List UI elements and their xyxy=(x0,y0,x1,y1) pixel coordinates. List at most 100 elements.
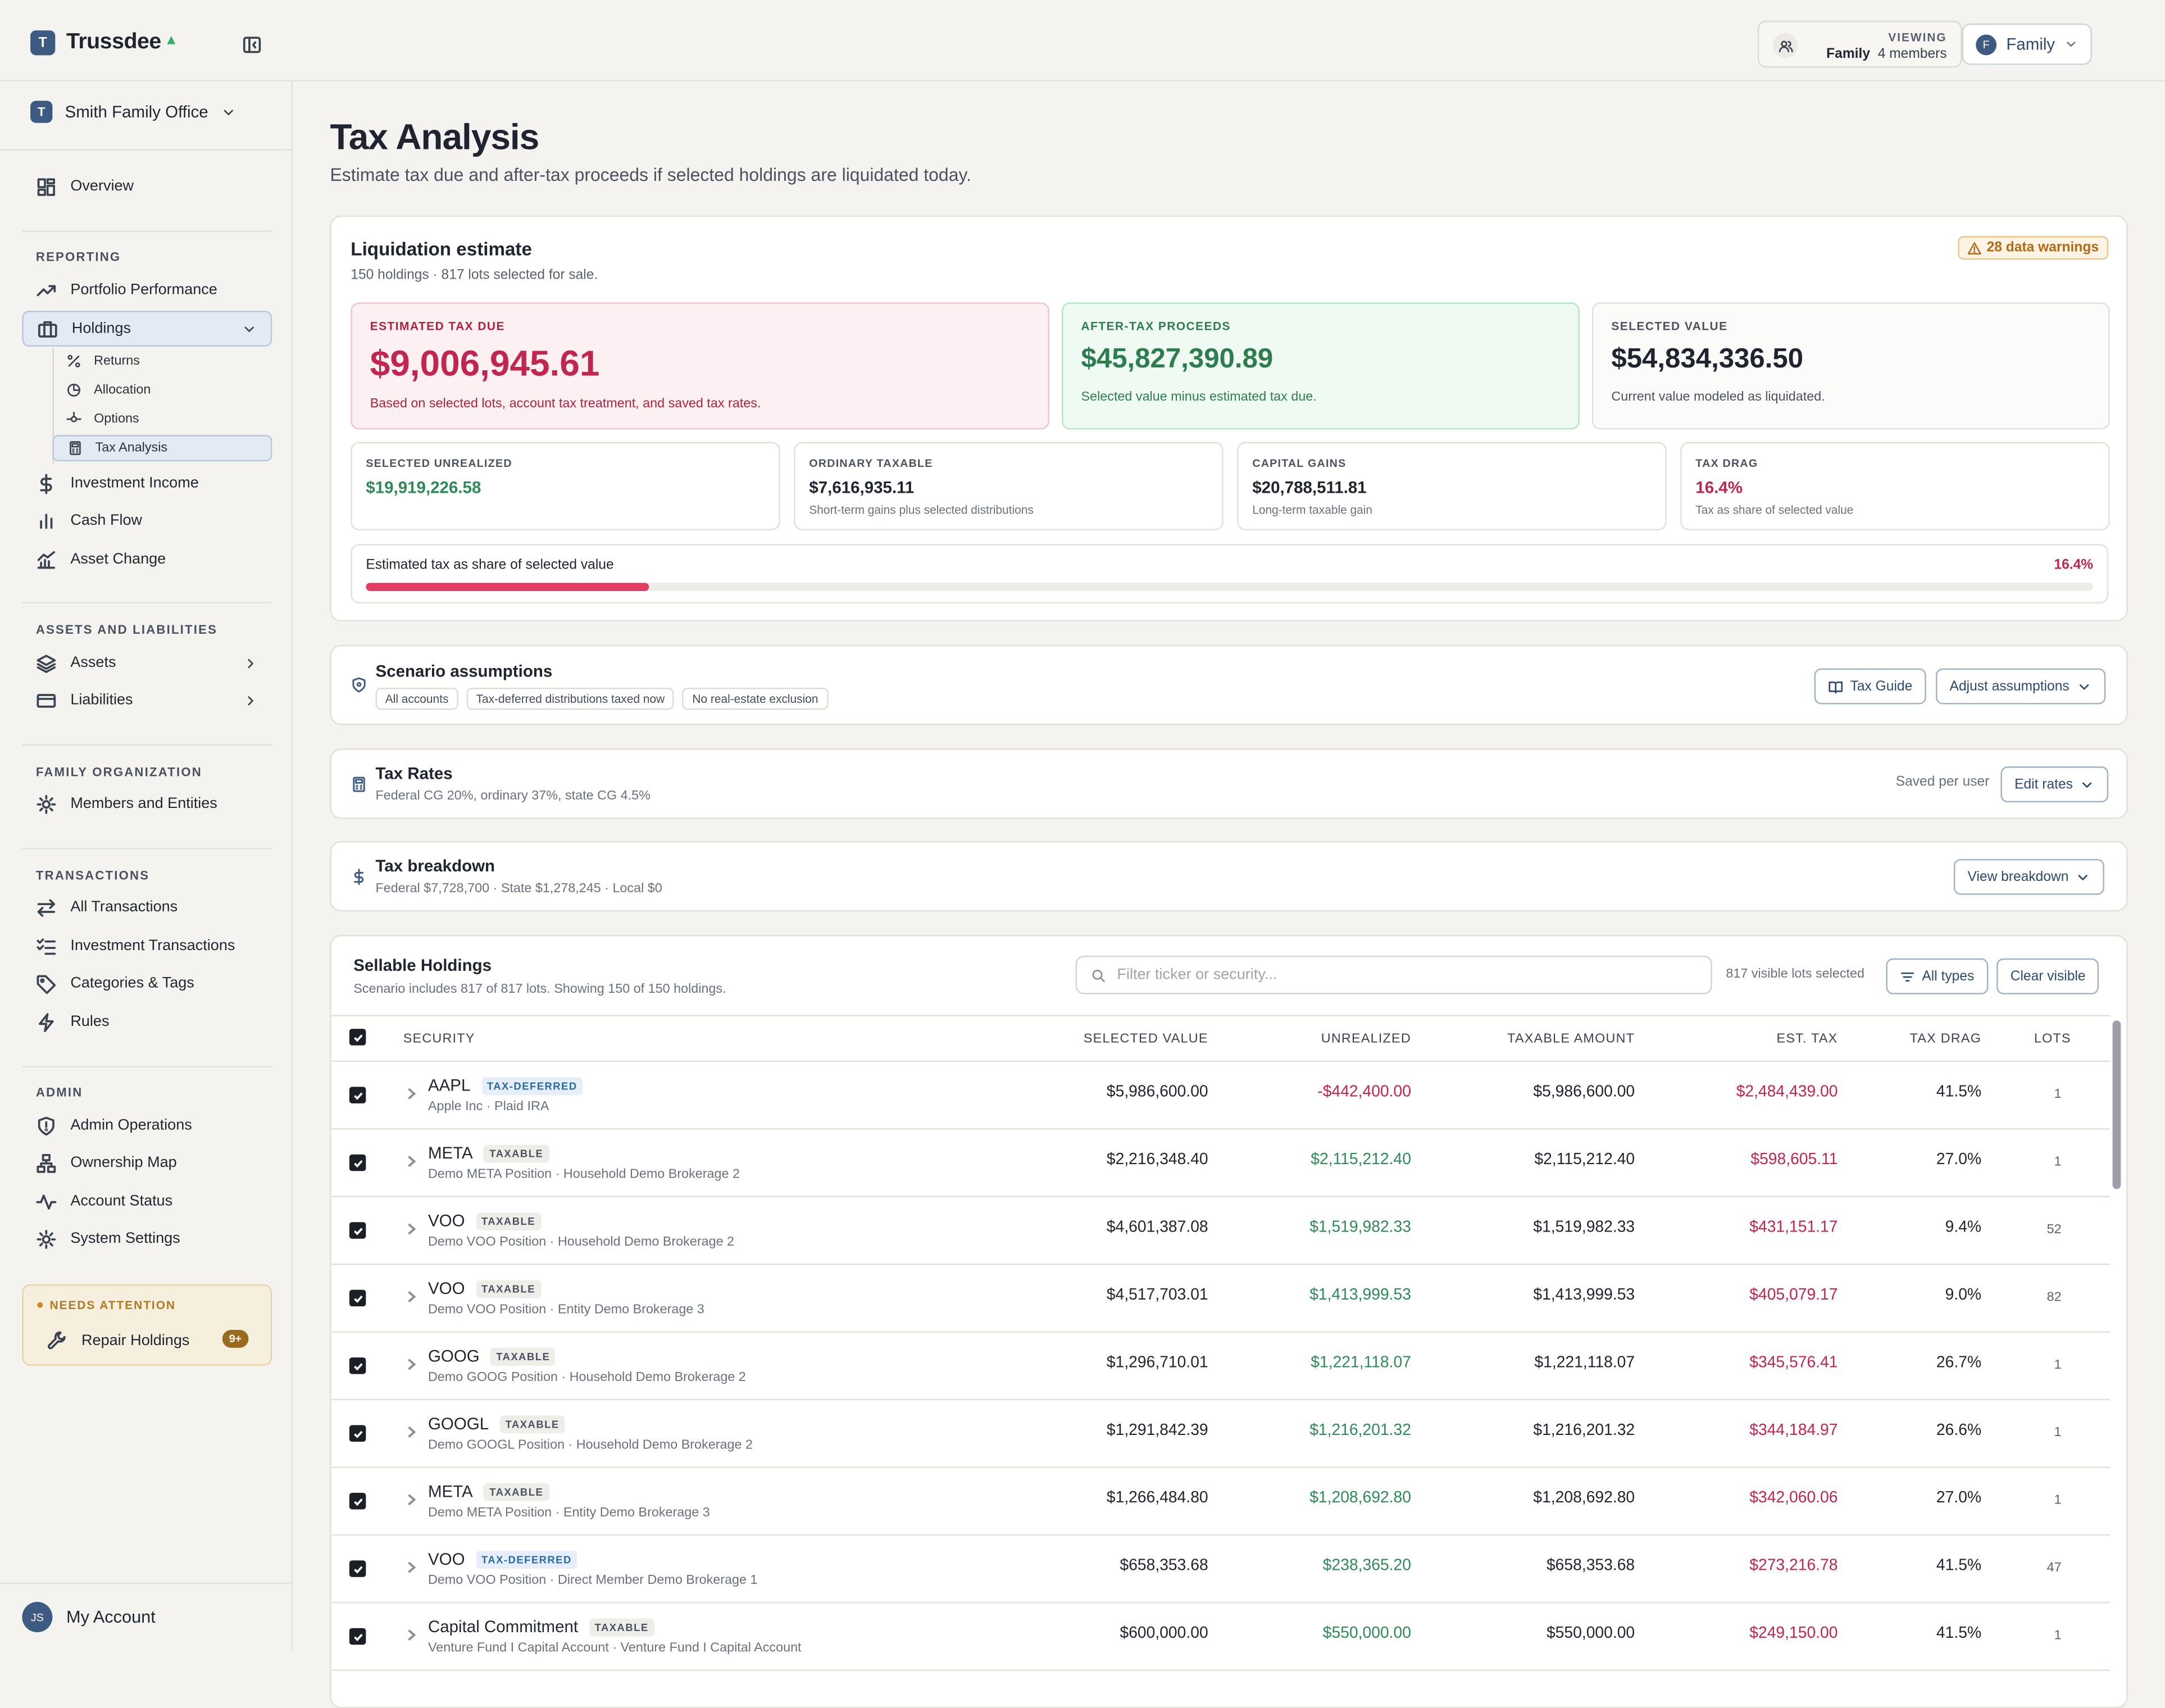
row-checkbox[interactable] xyxy=(349,1560,366,1577)
row-checkbox[interactable] xyxy=(349,1087,366,1103)
nav-all-transactions[interactable]: All Transactions xyxy=(22,889,272,925)
family-selector[interactable]: F Family xyxy=(1962,23,2092,65)
selected-value-cell: $4,601,387.08 xyxy=(1106,1219,1208,1236)
nav-rules[interactable]: Rules xyxy=(22,1004,272,1040)
table-row[interactable]: META TAXABLE Demo META Position · Househol… xyxy=(331,1128,2110,1197)
lots-cell: 82 xyxy=(2046,1289,2062,1305)
nav-categories-tags[interactable]: Categories & Tags xyxy=(22,965,272,1001)
expand-chevron-icon[interactable] xyxy=(406,1560,417,1574)
selected-value-cell: $600,000.00 xyxy=(1120,1625,1208,1642)
repair-holdings-link[interactable]: Repair Holdings xyxy=(47,1330,189,1351)
holdings-title: Sellable Holdings xyxy=(353,955,492,975)
after-tax-value: $45,827,390.89 xyxy=(1081,344,1273,375)
nav-investment-transactions[interactable]: Investment Transactions xyxy=(22,928,272,964)
select-all-checkbox[interactable] xyxy=(349,1029,366,1046)
nav-liabilities[interactable]: Liabilities xyxy=(22,682,272,718)
nav-options[interactable]: Options xyxy=(52,406,272,433)
share-fill xyxy=(366,583,649,591)
nav-asset-change[interactable]: Asset Change xyxy=(22,541,272,577)
tax-guide-button[interactable]: Tax Guide xyxy=(1814,668,1926,705)
share-percent: 16.4% xyxy=(2054,557,2094,574)
row-checkbox[interactable] xyxy=(349,1289,366,1307)
chevron-down-icon xyxy=(224,109,233,115)
nav-system-settings[interactable]: System Settings xyxy=(22,1221,272,1257)
table-scrollbar[interactable] xyxy=(2112,1020,2121,1189)
nav-members-entities[interactable]: Members and Entities xyxy=(22,786,272,822)
row-checkbox[interactable] xyxy=(349,1154,366,1171)
nav-holdings[interactable]: Holdings xyxy=(22,311,272,347)
my-account[interactable]: JS My Account xyxy=(22,1602,156,1633)
expand-chevron-icon[interactable] xyxy=(406,1357,417,1371)
brand[interactable]: T Trussdee xyxy=(30,30,175,56)
collapse-sidebar-icon[interactable] xyxy=(242,34,262,55)
expand-chevron-icon[interactable] xyxy=(406,1222,417,1236)
col-security[interactable]: SECURITY xyxy=(403,1032,475,1047)
security-ticker: VOO TAXABLE xyxy=(428,1279,541,1298)
col-tax-drag[interactable]: TAX DRAG xyxy=(1909,1032,1982,1047)
security-description: Demo VOO Position · Entity Demo Brokerag… xyxy=(427,1302,704,1318)
table-row[interactable]: Capital Commitment TAXABLE Venture Fund I … xyxy=(331,1602,2110,1671)
expand-chevron-icon[interactable] xyxy=(406,1290,417,1304)
drag-label: TAX DRAG xyxy=(1695,457,1758,470)
expand-chevron-icon[interactable] xyxy=(406,1425,417,1439)
expand-chevron-icon[interactable] xyxy=(406,1493,417,1507)
chevron-right-icon xyxy=(248,658,253,667)
all-types-button[interactable]: All types xyxy=(1886,958,1988,994)
liquidation-title: Liquidation estimate xyxy=(351,239,532,260)
subnav-label: Tax Analysis xyxy=(95,440,168,456)
est-tax-cell: $344,184.97 xyxy=(1749,1422,1838,1439)
subnav-label: Returns xyxy=(94,353,140,369)
table-row[interactable]: GOOG TAXABLE Demo GOOG Position · Househol… xyxy=(331,1331,2110,1401)
org-switcher[interactable]: T Smith Family Office xyxy=(30,101,236,123)
row-checkbox[interactable] xyxy=(349,1357,366,1374)
row-checkbox[interactable] xyxy=(349,1492,366,1510)
nav-admin-operations[interactable]: Admin Operations xyxy=(22,1107,272,1143)
nav-investment-income[interactable]: Investment Income xyxy=(22,465,272,501)
col-taxable-amount[interactable]: TAXABLE AMOUNT xyxy=(1507,1032,1635,1047)
table-row[interactable]: VOO TAXABLE Demo VOO Position · Entity Dem… xyxy=(331,1264,2110,1333)
col-selected-value[interactable]: SELECTED VALUE xyxy=(1083,1032,1208,1047)
col-unrealized[interactable]: UNREALIZED xyxy=(1321,1032,1411,1047)
all-types-label: All types xyxy=(1922,969,1975,984)
row-checkbox[interactable] xyxy=(349,1628,366,1645)
wrench-icon xyxy=(47,1331,66,1350)
row-checkbox[interactable] xyxy=(349,1222,366,1239)
liquidation-subtitle: 150 holdings · 817 lots selected for sal… xyxy=(351,267,598,283)
tax-drag-card: TAX DRAG 16.4% Tax as share of selected … xyxy=(1680,442,2110,530)
nav-returns[interactable]: Returns xyxy=(52,348,272,374)
col-est-tax[interactable]: EST. TAX xyxy=(1776,1032,1838,1047)
viewing-indicator[interactable]: VIEWING Family 4 members xyxy=(1757,20,1962,68)
nav-cash-flow[interactable]: Cash Flow xyxy=(22,503,272,539)
holdings-search[interactable]: Filter ticker or security... xyxy=(1075,955,1712,994)
col-lots[interactable]: LOTS xyxy=(2034,1032,2071,1047)
security-ticker: VOO TAX-DEFERRED xyxy=(428,1550,577,1569)
view-breakdown-button[interactable]: View breakdown xyxy=(1953,858,2105,895)
nav-allocation[interactable]: Allocation xyxy=(52,377,272,403)
nav-portfolio-performance[interactable]: Portfolio Performance xyxy=(22,272,272,308)
clear-visible-button[interactable]: Clear visible xyxy=(1996,958,2100,994)
nav-tax-analysis[interactable]: Tax Analysis xyxy=(52,435,272,461)
taxable-amount-cell: $658,353.68 xyxy=(1546,1557,1635,1575)
unrealized-cell: $1,413,999.53 xyxy=(1309,1287,1411,1304)
selected-value-cell: $1,291,842.39 xyxy=(1106,1422,1208,1439)
edit-rates-button[interactable]: Edit rates xyxy=(2000,766,2109,803)
expand-chevron-icon[interactable] xyxy=(406,1155,417,1169)
table-row[interactable]: GOOGL TAXABLE Demo GOOGL Position · Househ… xyxy=(331,1399,2110,1468)
attention-count-badge: 9+ xyxy=(222,1329,249,1348)
nav-assets[interactable]: Assets xyxy=(22,645,272,681)
scenario-chip: No real-estate exclusion xyxy=(683,688,828,710)
data-warnings-badge[interactable]: 28 data warnings xyxy=(1957,236,2109,260)
lots-cell: 52 xyxy=(2046,1222,2062,1238)
nav-overview[interactable]: Overview xyxy=(22,169,272,205)
nav-account-status[interactable]: Account Status xyxy=(22,1183,272,1219)
taxable-amount-cell: $1,216,201.32 xyxy=(1533,1422,1635,1439)
table-row[interactable]: META TAXABLE Demo META Position · Entity D… xyxy=(331,1466,2110,1536)
expand-chevron-icon[interactable] xyxy=(406,1087,417,1101)
expand-chevron-icon[interactable] xyxy=(406,1628,417,1642)
adjust-assumptions-button[interactable]: Adjust assumptions xyxy=(1935,668,2105,705)
nav-ownership-map[interactable]: Ownership Map xyxy=(22,1145,272,1181)
table-row[interactable]: VOO TAX-DEFERRED Demo VOO Position · Direc… xyxy=(331,1534,2110,1603)
table-row[interactable]: AAPL TAX-DEFERRED Apple Inc · Plaid IRA $5,… xyxy=(331,1061,2110,1130)
row-checkbox[interactable] xyxy=(349,1425,366,1442)
table-row[interactable]: VOO TAXABLE Demo VOO Position · Household … xyxy=(331,1196,2110,1265)
